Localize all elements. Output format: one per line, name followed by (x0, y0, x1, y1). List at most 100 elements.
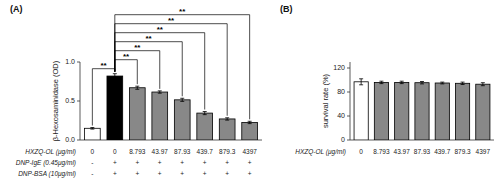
bar (242, 122, 258, 140)
bar (107, 76, 123, 140)
bar (129, 88, 145, 140)
bar (455, 83, 469, 140)
y-tick-label: 1.0 (65, 58, 75, 65)
bar (435, 83, 449, 140)
category-label: 8.793 (373, 148, 390, 155)
bar (354, 82, 368, 140)
condition-label: + (180, 159, 184, 166)
error-bar (158, 91, 162, 93)
error-bar (135, 86, 139, 89)
y-axis-label: β-Hexosaminidase (OD) (51, 60, 60, 141)
error-bar (400, 81, 404, 83)
condition-label: - (91, 159, 93, 166)
significance-label: ** (145, 34, 152, 43)
y-tick-label: 0 (341, 136, 345, 143)
y-tick (77, 101, 80, 102)
condition-label: + (180, 170, 184, 177)
bar (219, 119, 235, 140)
y-axis-line (350, 62, 351, 140)
significance-bracket (115, 15, 250, 120)
bar (415, 83, 429, 140)
error-bar (113, 74, 117, 79)
error-bar (379, 81, 383, 83)
significance-bracket (115, 24, 227, 116)
row-label: DNP-BSA (10μg/ml) (18, 170, 76, 178)
panel-title: (B) (280, 4, 293, 14)
condition-label: + (135, 170, 139, 177)
y-axis-label: survival rate (%) (321, 73, 330, 128)
significance-label: ** (100, 61, 107, 70)
category-label: 439.7 (434, 148, 451, 155)
condition-label: + (113, 170, 117, 177)
significance-label: ** (168, 16, 175, 25)
row-label: HXZQ-OL (μg/ml) (295, 148, 346, 156)
category-label: 8.793 (129, 148, 146, 155)
condition-label: + (113, 159, 117, 166)
category-label: 879.3 (454, 148, 471, 155)
error-bar (461, 82, 465, 84)
significance-bracket (92, 69, 114, 126)
category-label: 87.93 (174, 148, 191, 155)
error-bar (481, 83, 485, 86)
chart-root: 0.0 0.5 1.0 β-Hexosaminidase (OD) (A) HXZQ-OL… (0, 0, 500, 194)
category-label: 43.97 (152, 148, 169, 155)
error-bar (90, 128, 94, 130)
significance-bracket (115, 51, 160, 89)
significance-bracket (115, 60, 137, 84)
panel: 0.0 0.5 1.0 β-Hexosaminidase (OD) (A) HXZQ-OL… (10, 4, 262, 178)
error-bar (225, 118, 229, 120)
significance-bracket (115, 42, 182, 97)
condition-label: - (91, 170, 93, 177)
y-tick-label: 40 (337, 112, 345, 119)
y-tick (347, 68, 350, 69)
error-bar (440, 82, 444, 84)
condition-label: + (158, 159, 162, 166)
category-label: 439.7 (197, 148, 214, 155)
row-label: DNP-IgE (0.45μg/ml) (16, 159, 76, 167)
condition-label: + (158, 170, 162, 177)
significance-label: ** (123, 52, 130, 61)
significance-label: ** (179, 7, 186, 16)
y-tick (347, 140, 350, 141)
y-tick (77, 62, 80, 63)
error-bar (420, 82, 424, 84)
condition-label: + (203, 170, 207, 177)
error-bar (359, 79, 363, 85)
bar (395, 82, 409, 140)
bars (354, 79, 490, 140)
y-tick (347, 92, 350, 93)
bar (84, 128, 100, 140)
category-label: 4397 (242, 148, 257, 155)
significance-bracket (115, 33, 205, 110)
error-bar (180, 98, 184, 101)
condition-label: + (203, 159, 207, 166)
y-tick (77, 140, 80, 141)
category-label: 0 (91, 148, 95, 155)
bar (197, 113, 213, 140)
category-label: 0 (113, 148, 117, 155)
bar (476, 84, 490, 140)
row-label: HXZQ-OL (μg/ml) (25, 148, 76, 156)
category-label: 0 (359, 148, 363, 155)
bars (84, 74, 257, 140)
condition-label: + (135, 159, 139, 166)
condition-label: + (225, 170, 229, 177)
error-bar (203, 112, 207, 115)
y-tick-label: 0.5 (65, 97, 75, 104)
category-label: 4397 (476, 148, 491, 155)
panel-title: (A) (10, 4, 23, 14)
y-tick-label: 80 (337, 88, 345, 95)
panel: 0 40 80 120survival rate (%) (B) HXZQ-OL (μg/… (280, 4, 494, 156)
y-axis-line (80, 62, 81, 140)
error-bar (248, 121, 252, 123)
condition-label: + (248, 159, 252, 166)
condition-label: + (248, 170, 252, 177)
condition-label: + (225, 159, 229, 166)
significance-label: ** (134, 43, 141, 52)
category-label: 879.3 (219, 148, 236, 155)
y-tick-label: 120 (333, 64, 345, 71)
bar (174, 100, 190, 140)
category-label: 87.93 (414, 148, 431, 155)
y-tick-label: 0.0 (65, 136, 75, 143)
category-label: 43.97 (394, 148, 411, 155)
